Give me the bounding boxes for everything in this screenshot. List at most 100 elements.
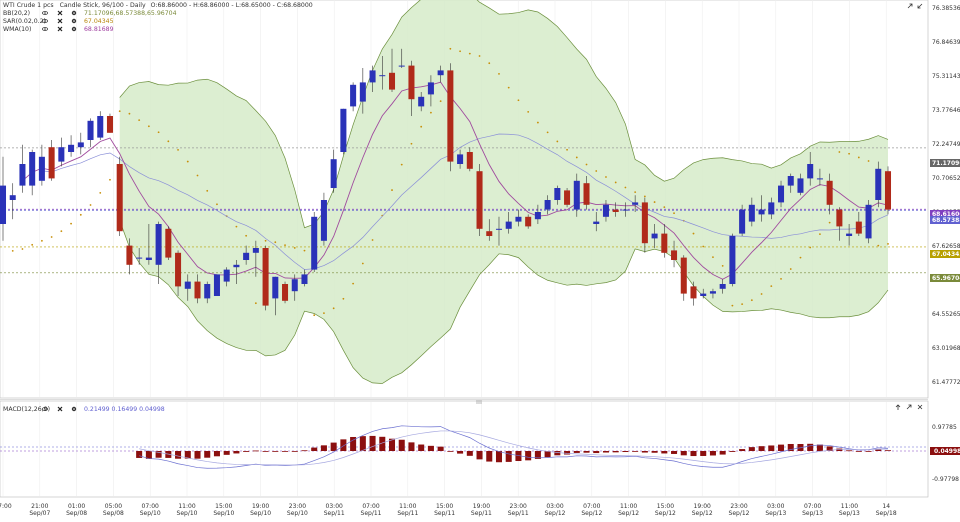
candle[interactable] [466,147,473,172]
candle[interactable] [38,144,45,186]
candle[interactable] [875,161,882,208]
candle[interactable] [106,113,113,133]
candle[interactable] [340,108,347,155]
candle[interactable] [612,202,619,217]
candle[interactable] [68,135,75,157]
candle[interactable] [330,149,337,193]
candle[interactable] [447,63,454,172]
candle[interactable] [408,60,415,116]
candle[interactable] [816,168,823,186]
candle[interactable] [748,197,755,227]
candle[interactable] [807,152,814,186]
maximize-icon[interactable] [907,3,913,9]
candle[interactable] [729,233,736,287]
candle[interactable] [291,274,298,301]
candle[interactable] [398,48,405,68]
candle[interactable] [495,216,503,246]
restore-icon[interactable] [917,3,923,9]
candle[interactable] [272,276,279,316]
candle[interactable] [505,212,512,234]
candle[interactable] [534,204,541,224]
candle[interactable] [116,156,123,236]
candle[interactable] [476,164,483,236]
candle[interactable] [48,140,55,181]
candle[interactable] [184,274,191,301]
eye-icon[interactable] [42,19,48,23]
candle[interactable] [379,56,386,90]
eye-icon[interactable] [42,27,48,31]
candle[interactable] [165,226,172,260]
candle[interactable] [700,288,707,299]
candle[interactable] [9,183,16,220]
panel-resize-handle[interactable] [476,400,482,404]
candle[interactable] [457,149,464,169]
candle[interactable] [233,260,240,284]
candle[interactable] [223,267,230,287]
candle[interactable] [243,245,250,265]
candle[interactable] [486,219,493,241]
candle[interactable] [826,173,833,215]
close-icon[interactable] [57,10,63,16]
candle[interactable] [671,240,678,268]
candle[interactable] [194,274,201,304]
candle[interactable] [0,156,7,241]
candle[interactable] [884,166,892,215]
candle[interactable] [846,224,853,246]
macd-maximize-icon[interactable] [906,404,912,410]
candle[interactable] [564,188,571,208]
candle[interactable] [350,82,357,112]
candle[interactable] [437,65,444,83]
candle[interactable] [145,224,152,265]
candle[interactable] [252,240,259,277]
candle[interactable] [175,250,182,296]
candle[interactable] [544,195,551,215]
candle[interactable] [369,65,376,92]
macd-move-up-icon[interactable] [895,404,901,410]
candle[interactable] [583,176,590,210]
gear-icon[interactable] [71,10,77,16]
candle[interactable] [554,185,561,205]
close-icon[interactable] [57,18,63,24]
macd-close-icon[interactable] [917,404,923,410]
candle[interactable] [758,195,765,222]
candle[interactable] [525,214,532,229]
candle[interactable] [768,197,775,220]
candle[interactable] [19,144,26,193]
candle[interactable] [680,255,687,301]
candle[interactable] [622,202,629,217]
candle[interactable] [418,92,425,112]
candle[interactable] [593,212,600,232]
gear-icon[interactable] [71,18,77,24]
candle[interactable] [388,48,396,92]
gear-icon[interactable] [71,406,77,412]
candle[interactable] [136,248,143,265]
candle[interactable] [641,197,648,253]
candle[interactable] [213,274,220,296]
candle[interactable] [632,195,639,212]
candle[interactable] [778,180,785,208]
close-icon[interactable] [57,26,63,32]
candle[interactable] [58,137,65,167]
candle[interactable] [320,192,327,246]
candle[interactable] [573,173,580,217]
candle[interactable] [865,200,872,244]
close-icon[interactable] [57,406,63,412]
candle[interactable] [515,209,522,227]
candle[interactable] [301,269,308,287]
candle[interactable] [359,68,366,114]
eye-icon[interactable] [42,407,48,411]
candle[interactable] [787,173,794,193]
candle[interactable] [690,281,697,306]
candle[interactable] [29,149,36,196]
candle[interactable] [204,281,211,304]
candle[interactable] [126,238,133,275]
candle[interactable] [855,212,862,236]
candle[interactable] [719,279,726,294]
candle[interactable] [739,204,746,236]
candle[interactable] [709,288,716,299]
candle[interactable] [311,212,318,272]
candle[interactable] [155,221,162,284]
candle[interactable] [427,75,434,107]
